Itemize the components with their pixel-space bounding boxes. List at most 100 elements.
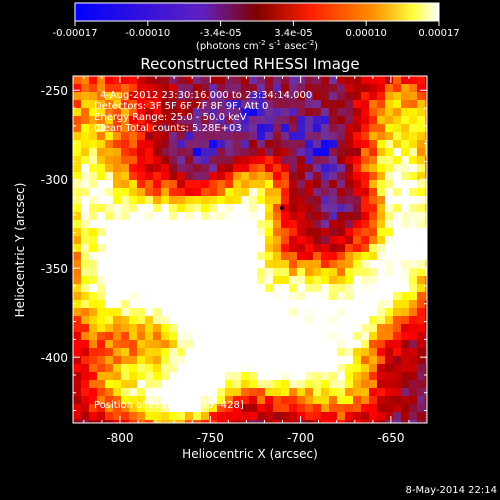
heatmap-cell: [305, 308, 313, 316]
heatmap-cell: [305, 220, 313, 228]
heatmap-cell: [297, 100, 305, 108]
heatmap-cell: [393, 92, 401, 100]
heatmap-cell: [193, 148, 201, 156]
heatmap-cell: [129, 236, 137, 244]
heatmap-cell: [121, 108, 129, 116]
heatmap-cell: [209, 180, 217, 188]
heatmap-cell: [297, 276, 305, 284]
heatmap-cell: [257, 188, 265, 196]
heatmap-cell: [177, 196, 185, 204]
heatmap-cell: [137, 204, 145, 212]
heatmap-cell: [417, 180, 425, 188]
heatmap-cell: [273, 188, 281, 196]
heatmap-cell: [249, 228, 257, 236]
heatmap-cell: [377, 108, 385, 116]
heatmap-cell: [385, 132, 393, 140]
heatmap-cell: [241, 308, 249, 316]
heatmap-cell: [393, 300, 401, 308]
heatmap-cell: [105, 236, 113, 244]
heatmap-cell: [217, 348, 225, 356]
heatmap-cell: [73, 412, 81, 420]
peak-dot: [280, 206, 284, 210]
heatmap-cell: [257, 236, 265, 244]
heatmap-cell: [225, 332, 233, 340]
heatmap-cell: [145, 420, 153, 423]
heatmap-cell: [425, 356, 427, 364]
heatmap-cell: [265, 180, 273, 188]
heatmap-cell: [185, 420, 193, 423]
heatmap-cell: [289, 420, 297, 423]
heatmap-cell: [81, 116, 89, 124]
heatmap-cell: [89, 76, 97, 84]
heatmap-cell: [361, 420, 369, 423]
heatmap-cell: [265, 156, 273, 164]
heatmap-cell: [161, 388, 169, 396]
heatmap-cell: [137, 404, 145, 412]
heatmap-cell: [217, 180, 225, 188]
heatmap-cell: [417, 252, 425, 260]
heatmap-cell: [177, 372, 185, 380]
heatmap-cell: [281, 372, 289, 380]
heatmap-cell: [121, 372, 129, 380]
heatmap-cell: [73, 364, 81, 372]
heatmap-cell: [321, 348, 329, 356]
heatmap-cell: [81, 180, 89, 188]
heatmap-cell: [121, 316, 129, 324]
heatmap-cell: [353, 204, 361, 212]
heatmap-cell: [313, 308, 321, 316]
heatmap-cell: [289, 140, 297, 148]
heatmap-cell: [177, 276, 185, 284]
heatmap-cell: [209, 364, 217, 372]
heatmap-cell: [137, 332, 145, 340]
heatmap-cell: [257, 100, 265, 108]
heatmap-cell: [305, 180, 313, 188]
heatmap-cell: [361, 188, 369, 196]
heatmap-cell: [225, 356, 233, 364]
heatmap-cell: [89, 284, 97, 292]
heatmap-cell: [337, 372, 345, 380]
heatmap-cell: [409, 420, 417, 423]
heatmap-cell: [121, 196, 129, 204]
heatmap-cell: [209, 356, 217, 364]
heatmap-cell: [161, 340, 169, 348]
heatmap-cell: [297, 380, 305, 388]
heatmap-cell: [345, 348, 353, 356]
heatmap-cell: [329, 92, 337, 100]
heatmap-cell: [233, 180, 241, 188]
heatmap-cell: [105, 140, 113, 148]
heatmap-cell: [145, 204, 153, 212]
heatmap-cell: [305, 412, 313, 420]
heatmap-cell: [89, 268, 97, 276]
heatmap-cell: [345, 332, 353, 340]
heatmap-cell: [121, 348, 129, 356]
heatmap-cell: [393, 204, 401, 212]
heatmap-cell: [81, 140, 89, 148]
heatmap-cell: [105, 220, 113, 228]
heatmap-cell: [361, 132, 369, 140]
heatmap-cell: [225, 212, 233, 220]
heatmap-cell: [313, 100, 321, 108]
heatmap-cell: [113, 324, 121, 332]
heatmap-cell: [105, 388, 113, 396]
heatmap-cell: [289, 340, 297, 348]
heatmap-cell: [273, 244, 281, 252]
heatmap-cell: [313, 140, 321, 148]
heatmap-cell: [145, 236, 153, 244]
heatmap-cell: [297, 340, 305, 348]
heatmap-cell: [233, 188, 241, 196]
heatmap-cell: [369, 132, 377, 140]
heatmap-cell: [137, 244, 145, 252]
heatmap-cell: [417, 284, 425, 292]
heatmap-cell: [105, 260, 113, 268]
heatmap-cell: [145, 348, 153, 356]
heatmap-cell: [153, 76, 161, 84]
heatmap-cell: [337, 348, 345, 356]
heatmap-cell: [361, 348, 369, 356]
heatmap-cell: [185, 300, 193, 308]
heatmap-cell: [385, 172, 393, 180]
heatmap-cell: [337, 412, 345, 420]
heatmap-cell: [201, 276, 209, 284]
heatmap-cell: [161, 308, 169, 316]
heatmap-cell: [353, 76, 361, 84]
heatmap-cell: [337, 76, 345, 84]
